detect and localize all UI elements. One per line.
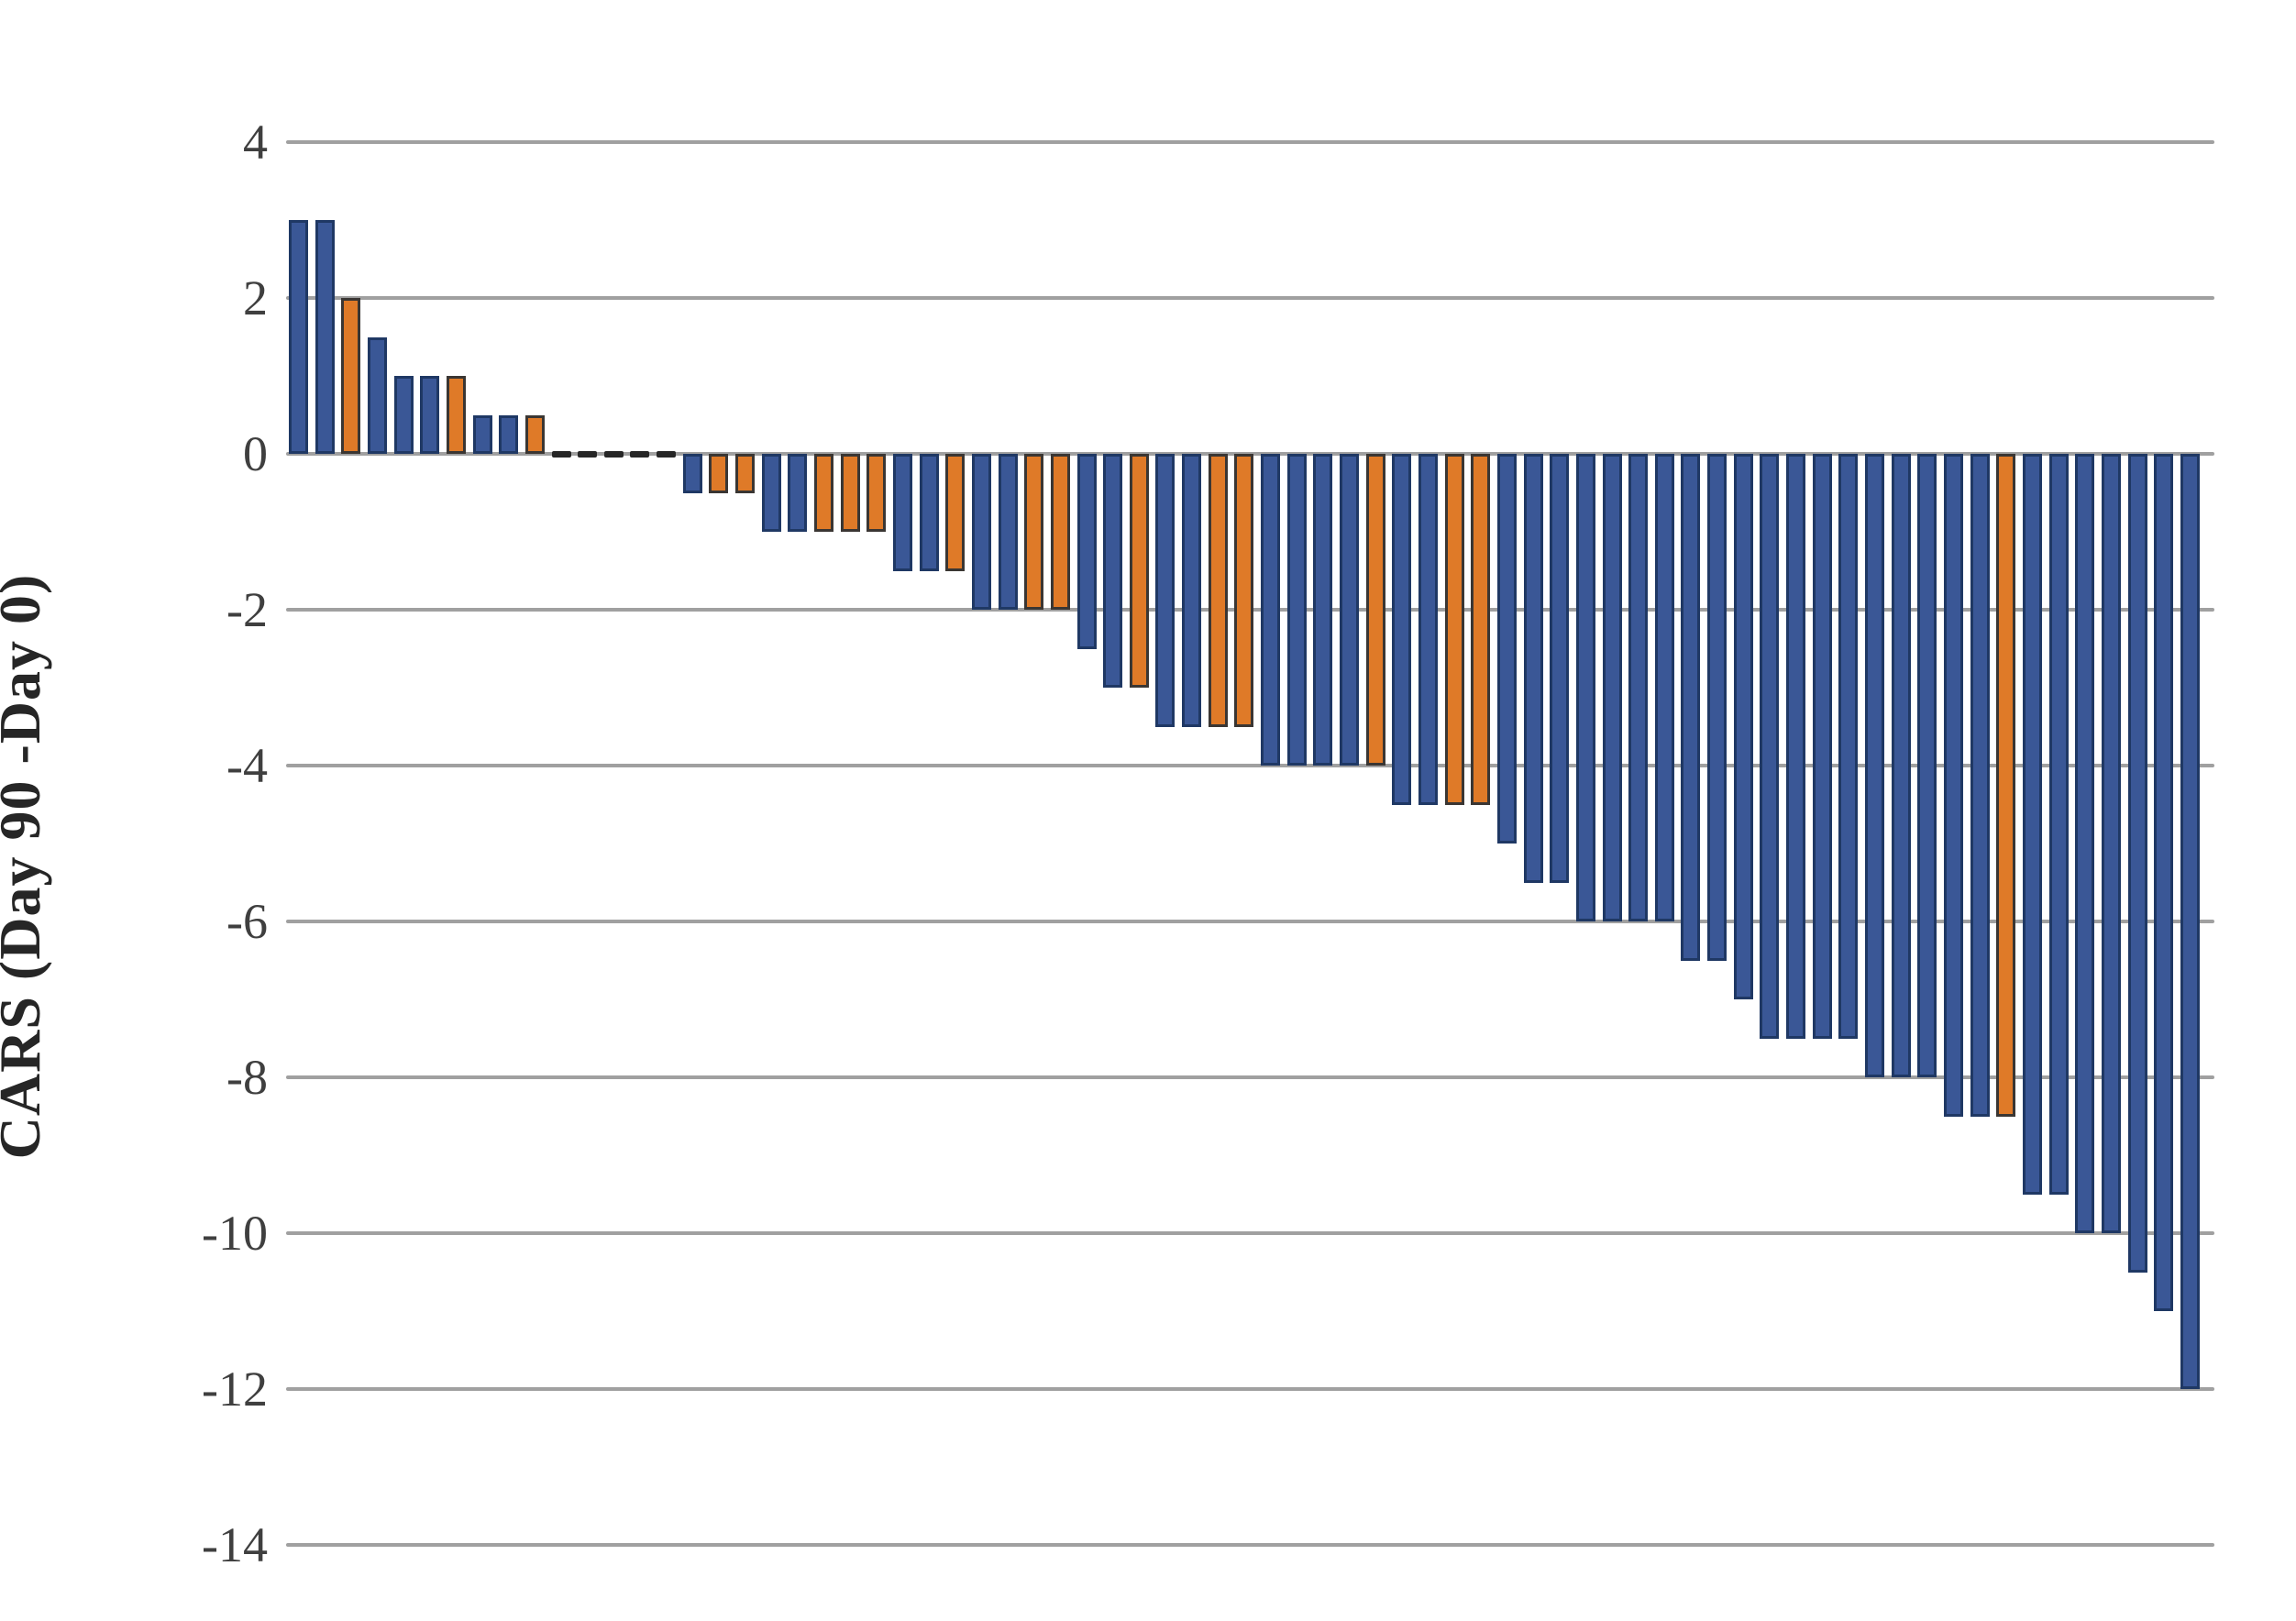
bar [1891, 454, 1911, 1077]
bar [446, 376, 466, 454]
bar [1786, 454, 1806, 1039]
bar [1103, 454, 1123, 688]
bar [867, 454, 887, 532]
bar [393, 376, 414, 454]
bar [1838, 454, 1859, 1039]
bar [919, 454, 939, 571]
bar [709, 454, 729, 493]
bar [1286, 454, 1307, 766]
bar [1943, 454, 1963, 1117]
gridline [286, 1387, 2214, 1391]
bar [1628, 454, 1649, 921]
bar [1575, 454, 1595, 921]
y-tick-label: -6 [226, 894, 268, 949]
bar [367, 336, 387, 454]
bar [472, 414, 492, 454]
bar [524, 414, 545, 454]
bar [1418, 454, 1438, 805]
bar [2022, 454, 2042, 1195]
gridline [286, 920, 2214, 923]
bar [315, 220, 335, 454]
bar [682, 454, 702, 493]
bar [971, 454, 991, 610]
bar [1812, 454, 1832, 1039]
bar [1182, 454, 1202, 727]
zero-value-bar [551, 451, 571, 458]
bar [945, 454, 966, 571]
bar [840, 454, 860, 532]
y-tick-label: 2 [243, 270, 268, 325]
y-tick-label: -2 [226, 582, 268, 637]
bar [289, 220, 308, 454]
bar [1444, 454, 1464, 805]
gridline [286, 296, 2214, 300]
bar [1523, 454, 1543, 883]
gridline [286, 140, 2214, 144]
bar [1496, 454, 1517, 844]
gridline [286, 764, 2214, 767]
bar [1076, 454, 1097, 649]
bar [1313, 454, 1333, 766]
bar [420, 376, 440, 454]
bar [1865, 454, 1884, 1077]
bar [998, 454, 1018, 610]
bar [1654, 454, 1674, 921]
bar [1917, 454, 1937, 1077]
y-axis-title: CARS (Day 90 -Day 0) [0, 573, 52, 1160]
zero-value-bar [603, 451, 624, 458]
bar [2101, 454, 2121, 1233]
bar [814, 454, 833, 532]
bar [1208, 454, 1228, 727]
bar [1550, 454, 1570, 883]
bar [1340, 454, 1359, 766]
bar [2154, 454, 2174, 1311]
bar [2075, 454, 2095, 1233]
zero-value-bar [657, 451, 677, 458]
bar [1681, 454, 1701, 961]
bar [1234, 454, 1254, 727]
bar [892, 454, 912, 571]
y-tick-label: -4 [226, 738, 268, 793]
bar [1707, 454, 1728, 961]
bar [1471, 454, 1491, 805]
bar [1365, 454, 1385, 766]
bar [1996, 454, 2016, 1117]
gridline [286, 1543, 2214, 1547]
bar [735, 454, 756, 493]
y-tick-label: -12 [202, 1362, 268, 1417]
y-tick-label: 4 [243, 115, 268, 170]
bar [1733, 454, 1753, 999]
zero-value-bar [578, 451, 598, 458]
bar [1261, 454, 1281, 766]
bar [341, 298, 361, 454]
bar [761, 454, 781, 532]
bar [788, 454, 808, 532]
bar [1024, 454, 1044, 610]
gridline [286, 1075, 2214, 1079]
bar [1050, 454, 1070, 610]
y-tick-label: -10 [202, 1206, 268, 1261]
bar [499, 414, 519, 454]
zero-value-bar [630, 451, 650, 458]
bar [1760, 454, 1780, 1039]
gridline [286, 1231, 2214, 1235]
bar [2180, 454, 2200, 1389]
bar [1602, 454, 1622, 921]
bar [1392, 454, 1412, 805]
bar [2048, 454, 2069, 1195]
bar [1129, 454, 1149, 688]
y-tick-label: -8 [226, 1050, 268, 1105]
bar [1970, 454, 1990, 1117]
bar [2127, 454, 2147, 1273]
y-tick-label: 0 [243, 426, 268, 481]
y-tick-label: -14 [202, 1517, 268, 1572]
bar [1155, 454, 1176, 727]
